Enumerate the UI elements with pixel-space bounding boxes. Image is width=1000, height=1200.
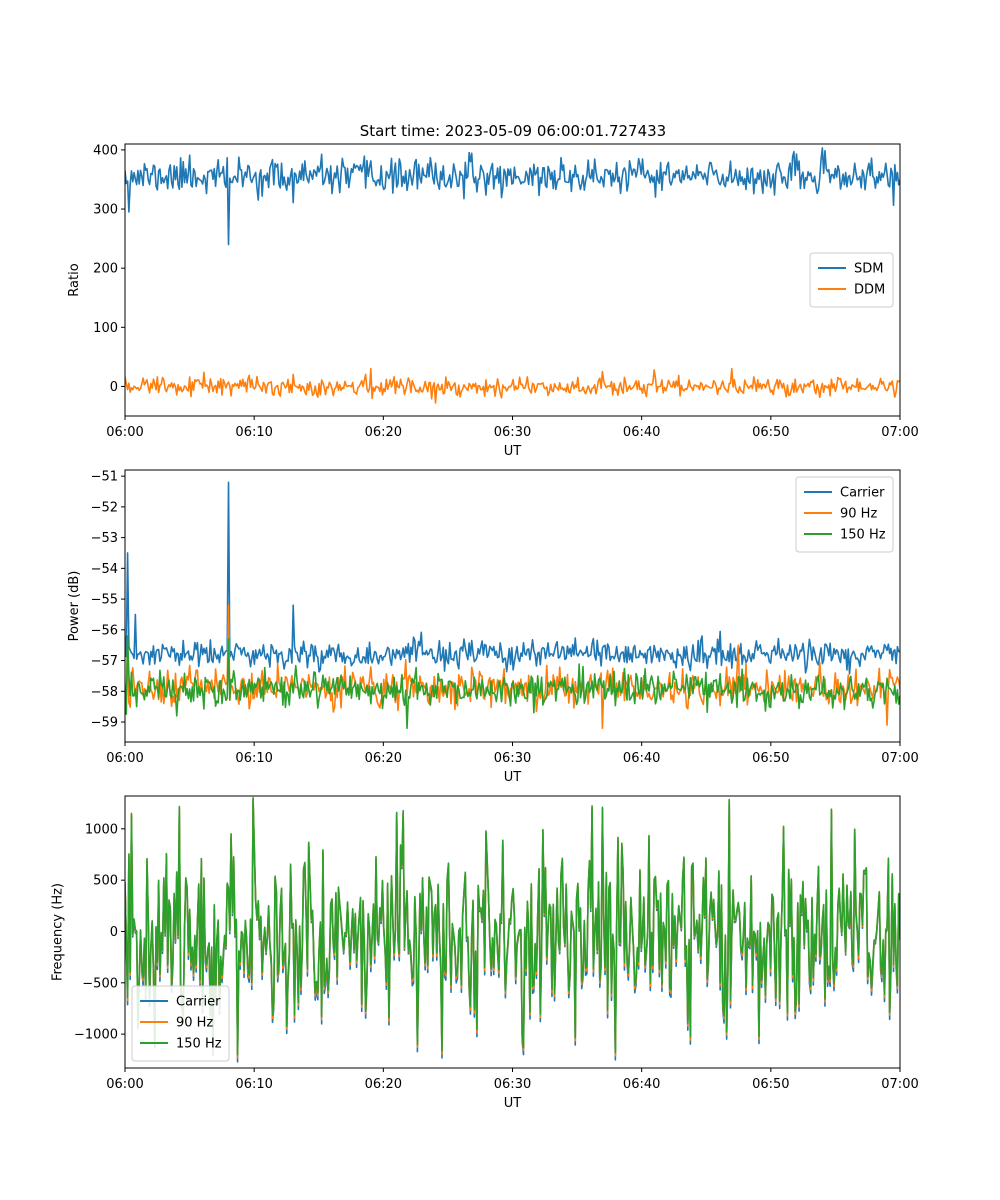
legend-label: DDM (854, 283, 885, 298)
y-tick-label: 100 (93, 321, 118, 336)
x-tick-label: 07:00 (881, 425, 918, 440)
x-tick-label: 06:20 (365, 751, 402, 766)
legend-box (809, 252, 894, 308)
x-tick-label: 06:20 (365, 1077, 402, 1092)
chart-title: Start time: 2023-05-09 06:00:01.727433 (360, 122, 666, 140)
x-tick-label: 06:40 (623, 751, 660, 766)
power-panel: 06:00 06:10 06:20 06:30 06:40 06:50 07:00 UT −51… (67, 469, 919, 785)
x-axis-label: UT (504, 1096, 522, 1111)
series-line-ddm (125, 367, 900, 404)
x-tick-label: 06:00 (106, 1077, 143, 1092)
series-line-carrier (125, 481, 900, 675)
legend-label: 90 Hz (176, 1016, 213, 1031)
y-axis-label: Ratio (67, 263, 82, 296)
legend-label: 150 Hz (840, 528, 886, 543)
y-tick-label: −58 (91, 685, 118, 700)
legend: Carrier 90 Hz 150 Hz (131, 985, 230, 1062)
x-tick-label: 06:50 (752, 425, 789, 440)
y-tick-label: −57 (91, 654, 118, 669)
x-tick-label: 06:40 (623, 1077, 660, 1092)
x-tick-label: 07:00 (881, 751, 918, 766)
x-tick-label: 06:30 (494, 425, 531, 440)
y-tick-label: −1000 (74, 1028, 118, 1043)
x-tick-label: 06:50 (752, 751, 789, 766)
x-axis-label: UT (504, 770, 522, 785)
series-line-150-hz (125, 635, 900, 729)
y-tick-label: 400 (93, 143, 118, 158)
legend-label: 90 Hz (840, 507, 877, 522)
x-tick-label: 06:10 (235, 751, 272, 766)
y-tick-label: 0 (110, 925, 118, 940)
series-line-150-hz (125, 796, 900, 1056)
legend-label: Carrier (176, 995, 221, 1010)
y-tick-label: −55 (91, 593, 118, 608)
x-tick-label: 06:30 (494, 751, 531, 766)
frequency-panel: 06:00 06:10 06:20 06:30 06:40 06:50 07:00 UT −10… (51, 795, 919, 1111)
legend: Carrier 90 Hz 150 Hz (795, 476, 894, 553)
x-axis-label: UT (504, 444, 522, 459)
x-tick-label: 06:10 (235, 425, 272, 440)
x-tick-label: 06:50 (752, 1077, 789, 1092)
x-tick-label: 07:00 (881, 1077, 918, 1092)
y-axis-label: Frequency (Hz) (51, 883, 66, 981)
y-tick-label: −53 (91, 531, 118, 546)
y-tick-label: −54 (91, 562, 118, 577)
y-tick-label: −51 (91, 470, 118, 485)
y-tick-label: −59 (91, 716, 118, 731)
x-tick-label: 06:30 (494, 1077, 531, 1092)
y-tick-label: 500 (93, 874, 118, 889)
x-tick-label: 06:00 (106, 425, 143, 440)
series-line-sdm (125, 147, 900, 246)
y-axis-label: Power (dB) (67, 571, 82, 642)
legend: SDM DDM (809, 252, 894, 308)
y-tick-label: 300 (93, 203, 118, 218)
y-tick-label: −500 (82, 976, 118, 991)
y-tick-label: 1000 (85, 822, 118, 837)
x-tick-label: 06:00 (106, 751, 143, 766)
y-tick-label: 0 (110, 380, 118, 395)
legend-label: SDM (854, 262, 883, 277)
x-tick-label: 06:40 (623, 425, 660, 440)
y-tick-label: −56 (91, 623, 118, 638)
y-tick-label: −52 (91, 500, 118, 515)
ratio-panel: 06:00 06:10 06:20 06:30 06:40 06:50 07:00 UT 0 10… (67, 143, 919, 459)
x-tick-label: 06:20 (365, 425, 402, 440)
legend-label: 150 Hz (176, 1037, 222, 1052)
y-tick-label: 200 (93, 262, 118, 277)
x-tick-label: 06:10 (235, 1077, 272, 1092)
legend-label: Carrier (840, 486, 885, 501)
